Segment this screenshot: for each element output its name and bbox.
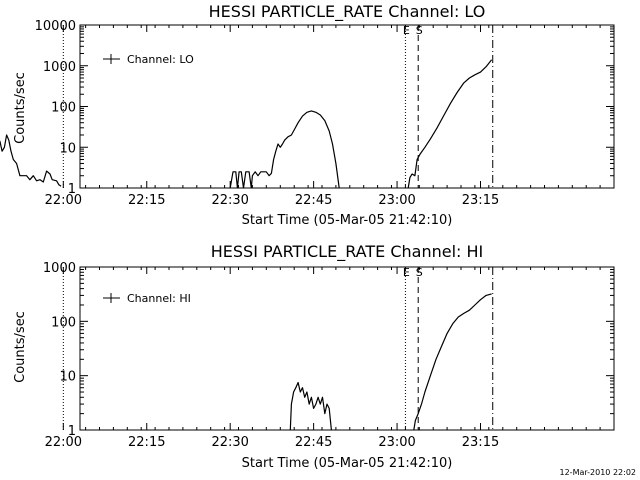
series-line	[407, 59, 493, 189]
x-tick-label: 22:00	[45, 435, 82, 450]
x-tick-label: 23:15	[462, 193, 499, 208]
x-tick-label: 23:00	[378, 193, 415, 208]
y-tick-label: 10000	[35, 19, 76, 34]
plot-frame	[79, 266, 615, 431]
legend-label: Channel: HI	[127, 292, 191, 305]
y-axis-label: Counts/sec	[13, 311, 28, 383]
series-line	[289, 381, 332, 431]
chart-title: HESSI PARTICLE_RATE Channel: HI	[211, 242, 484, 262]
series-line	[413, 293, 492, 431]
legend: Channel: LO	[103, 53, 194, 66]
x-tick-label: 22:15	[128, 435, 165, 450]
y-tick-label: 10	[59, 141, 76, 156]
event-markers: SES	[62, 24, 494, 188]
x-tick-label: 22:45	[295, 193, 332, 208]
y-tick-label: 1000	[43, 60, 76, 75]
axis-ticks: 21:4522:0022:1522:3022:4523:0023:1511010…	[43, 261, 614, 450]
legend-label: Channel: LO	[127, 53, 194, 66]
x-tick-label: 22:15	[128, 193, 165, 208]
y-tick-label: 10	[59, 370, 76, 385]
y-tick-label: 1000	[43, 261, 76, 276]
event-markers: SES	[62, 266, 494, 430]
x-tick-label: 22:45	[295, 435, 332, 450]
x-tick-label: 23:00	[378, 435, 415, 450]
timestamp: 12-Mar-2010 22:02	[560, 468, 637, 477]
marker-label: E	[403, 24, 410, 37]
data-series	[289, 293, 492, 431]
y-tick-label: 100	[51, 315, 76, 330]
y-axis-label: Counts/sec	[13, 72, 28, 144]
marker-label: S	[416, 24, 423, 37]
marker-label: S	[416, 266, 423, 279]
x-axis-label: Start Time (05-Mar-05 21:42:10)	[242, 213, 453, 228]
chart-panel-lo: HESSI PARTICLE_RATE Channel: LO Start Ti…	[0, 2, 615, 228]
x-tick-label: 22:30	[211, 435, 248, 450]
y-tick-label: 1	[68, 424, 76, 439]
x-tick-label: 22:30	[211, 193, 248, 208]
y-tick-label: 100	[51, 101, 76, 116]
legend: Channel: HI	[103, 292, 191, 305]
y-tick-label: 1	[68, 182, 76, 197]
marker-label: E	[403, 266, 410, 279]
series-line	[0, 134, 62, 187]
x-axis-label: Start Time (05-Mar-05 21:42:10)	[242, 456, 453, 471]
data-series	[0, 59, 493, 189]
x-tick-label: 23:15	[462, 435, 499, 450]
axis-ticks: 21:4522:0022:1522:3022:4523:0023:1511010…	[35, 19, 614, 208]
series-line	[229, 110, 340, 189]
chart-title: HESSI PARTICLE_RATE Channel: LO	[209, 2, 486, 22]
x-tick-label: 22:00	[45, 193, 82, 208]
chart-panel-hi: HESSI PARTICLE_RATE Channel: HI Start Ti…	[13, 242, 615, 471]
plot-frame	[79, 24, 615, 189]
